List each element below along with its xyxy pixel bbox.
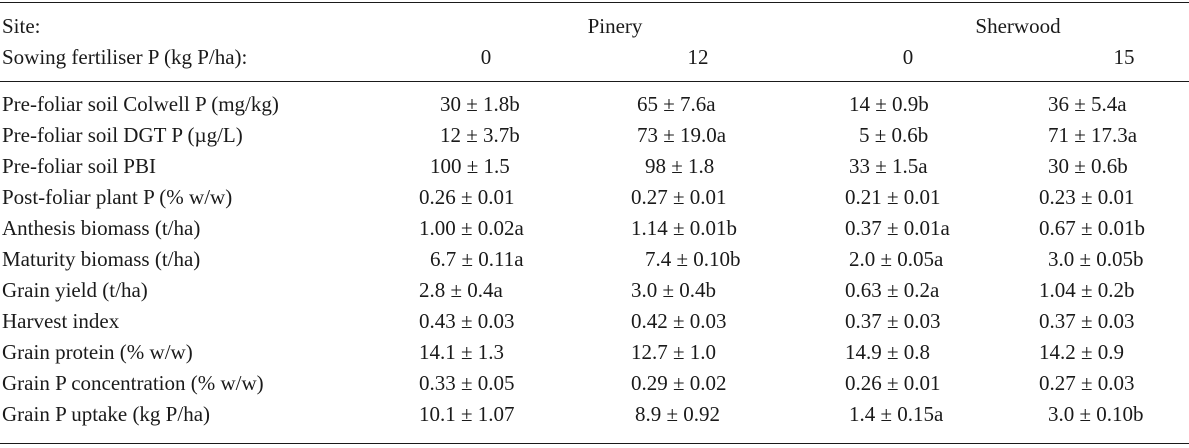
site-pinery-header: Pinery <box>587 14 643 38</box>
header-separator-rule <box>0 81 1189 82</box>
table-top-rule <box>0 2 1189 3</box>
row-label: Grain yield (t/ha) <box>2 278 148 302</box>
value-pinery-12: 3.0 ± 0.4b <box>631 278 717 302</box>
table-row: Pre-foliar soil PBI 100 ± 1.5 98 ± 1.8 3… <box>0 151 1189 181</box>
value-sherwood-0: 33 ± 1.5a <box>849 154 928 178</box>
value-sherwood-15: 71 ± 17.3a <box>1048 123 1138 147</box>
value-sherwood-15: 14.2 ± 0.9 <box>1039 340 1125 364</box>
row-label: Grain protein (% w/w) <box>2 340 193 364</box>
value-sherwood-15: 30 ± 0.6b <box>1048 154 1128 178</box>
value-pinery-0: 14.1 ± 1.3 <box>419 340 505 364</box>
value-sherwood-0: 0.63 ± 0.2a <box>845 278 940 302</box>
value-sherwood-15: 0.27 ± 0.03 <box>1039 371 1135 395</box>
value-sherwood-0: 2.0 ± 0.05a <box>849 247 944 271</box>
value-sherwood-0: 14.9 ± 0.8 <box>845 340 931 364</box>
value-pinery-0: 0.33 ± 0.05 <box>419 371 515 395</box>
value-sherwood-15: 3.0 ± 0.05b <box>1048 247 1144 271</box>
fertiliser-label: Sowing fertiliser P (kg P/ha): <box>2 45 248 69</box>
header-row-fertiliser: Sowing fertiliser P (kg P/ha): 0 12 0 15 <box>0 42 1189 72</box>
value-sherwood-0: 0.37 ± 0.03 <box>845 309 941 333</box>
value-pinery-12: 0.29 ± 0.02 <box>631 371 727 395</box>
site-sherwood-header: Sherwood <box>975 14 1061 38</box>
value-pinery-12: 0.27 ± 0.01 <box>631 185 727 209</box>
table-row: Grain yield (t/ha) 2.8 ± 0.4a 3.0 ± 0.4b… <box>0 275 1189 305</box>
table-row: Pre-foliar soil Colwell P (mg/kg) 30 ± 1… <box>0 89 1189 119</box>
value-pinery-0: 30 ± 1.8b <box>440 92 520 116</box>
fert-level-pinery-12: 12 <box>687 45 709 69</box>
value-sherwood-0: 0.26 ± 0.01 <box>845 371 941 395</box>
value-pinery-12: 98 ± 1.8 <box>645 154 715 178</box>
table-bottom-rule <box>0 443 1189 444</box>
value-sherwood-15: 0.37 ± 0.03 <box>1039 309 1135 333</box>
row-label: Grain P concentration (% w/w) <box>2 371 264 395</box>
row-label: Anthesis biomass (t/ha) <box>2 216 201 240</box>
row-label: Harvest index <box>2 309 120 333</box>
table-row: Post-foliar plant P (% w/w) 0.26 ± 0.01 … <box>0 182 1189 212</box>
value-pinery-0: 10.1 ± 1.07 <box>419 402 515 426</box>
value-pinery-12: 0.42 ± 0.03 <box>631 309 727 333</box>
value-pinery-0: 100 ± 1.5 <box>430 154 510 178</box>
value-sherwood-15: 1.04 ± 0.2b <box>1039 278 1135 302</box>
value-sherwood-0: 0.37 ± 0.01a <box>845 216 950 240</box>
fert-level-sherwood-0: 0 <box>902 45 914 69</box>
value-pinery-12: 7.4 ± 0.10b <box>645 247 741 271</box>
value-pinery-0: 12 ± 3.7b <box>440 123 520 147</box>
value-pinery-0: 2.8 ± 0.4a <box>419 278 503 302</box>
value-pinery-12: 8.9 ± 0.92 <box>635 402 721 426</box>
table-row: Maturity biomass (t/ha) 6.7 ± 0.11a 7.4 … <box>0 244 1189 274</box>
value-sherwood-0: 14 ± 0.9b <box>849 92 929 116</box>
value-sherwood-0: 1.4 ± 0.15a <box>849 402 944 426</box>
table-row: Grain P uptake (kg P/ha) 10.1 ± 1.07 8.9… <box>0 399 1189 429</box>
value-sherwood-15: 3.0 ± 0.10b <box>1048 402 1144 426</box>
table-row: Grain P concentration (% w/w) 0.33 ± 0.0… <box>0 368 1189 398</box>
value-sherwood-15: 0.67 ± 0.01b <box>1039 216 1146 240</box>
value-sherwood-0: 5 ± 0.6b <box>859 123 929 147</box>
fert-level-pinery-0: 0 <box>480 45 492 69</box>
value-pinery-12: 73 ± 19.0a <box>637 123 727 147</box>
header-row-site: Site: Pinery Sherwood <box>0 11 1189 41</box>
value-pinery-12: 12.7 ± 1.0 <box>631 340 717 364</box>
site-label: Site: <box>2 14 41 38</box>
value-pinery-12: 65 ± 7.6a <box>637 92 716 116</box>
table-row: Grain protein (% w/w) 14.1 ± 1.3 12.7 ± … <box>0 337 1189 367</box>
value-pinery-12: 1.14 ± 0.01b <box>631 216 738 240</box>
row-label: Maturity biomass (t/ha) <box>2 247 201 271</box>
value-pinery-0: 0.43 ± 0.03 <box>419 309 515 333</box>
value-pinery-0: 6.7 ± 0.11a <box>430 247 524 271</box>
fert-level-sherwood-15: 15 <box>1113 45 1135 69</box>
value-pinery-0: 0.26 ± 0.01 <box>419 185 515 209</box>
row-label: Grain P uptake (kg P/ha) <box>2 402 211 426</box>
row-label: Pre-foliar soil DGT P (µg/L) <box>2 123 243 147</box>
row-label: Pre-foliar soil Colwell P (mg/kg) <box>2 92 279 116</box>
table-row: Harvest index 0.43 ± 0.03 0.42 ± 0.03 0.… <box>0 306 1189 336</box>
row-label: Pre-foliar soil PBI <box>2 154 156 178</box>
value-sherwood-15: 36 ± 5.4a <box>1048 92 1127 116</box>
table-row: Anthesis biomass (t/ha) 1.00 ± 0.02a 1.1… <box>0 213 1189 243</box>
table-row: Pre-foliar soil DGT P (µg/L) 12 ± 3.7b 7… <box>0 120 1189 150</box>
value-pinery-0: 1.00 ± 0.02a <box>419 216 524 240</box>
row-label: Post-foliar plant P (% w/w) <box>2 185 233 209</box>
value-sherwood-15: 0.23 ± 0.01 <box>1039 185 1135 209</box>
value-sherwood-0: 0.21 ± 0.01 <box>845 185 941 209</box>
